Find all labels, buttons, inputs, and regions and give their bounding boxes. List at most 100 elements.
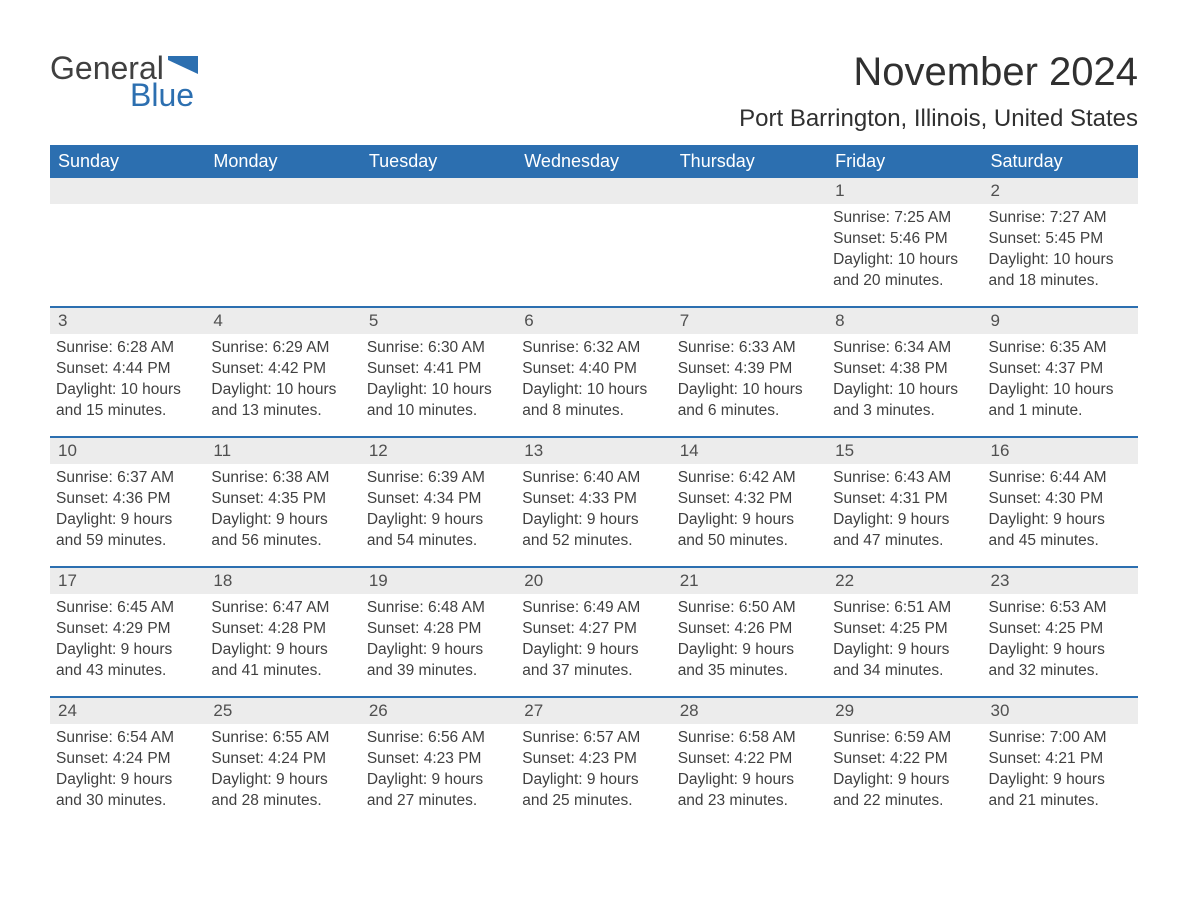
sunset-text: Sunset: 4:26 PM <box>678 619 821 640</box>
sunset-text: Sunset: 4:23 PM <box>522 749 665 770</box>
calendar-cell: 5 Sunrise: 6:30 AMSunset: 4:41 PMDaylight… <box>361 308 516 436</box>
day-header: Saturday <box>983 145 1138 178</box>
sunset-text: Sunset: 4:28 PM <box>211 619 354 640</box>
sunset-text: Sunset: 4:36 PM <box>56 489 199 510</box>
calendar-cell: 23Sunrise: 6:53 AMSunset: 4:25 PMDayligh… <box>983 568 1138 696</box>
calendar-cell-empty <box>672 178 827 306</box>
sunset-text: Sunset: 4:29 PM <box>56 619 199 640</box>
sunrise-text: Sunrise: 6:38 AM <box>211 468 354 489</box>
daylight-text: Daylight: 9 hours and 39 minutes. <box>367 640 510 682</box>
sunrise-text: Sunrise: 6:43 AM <box>833 468 976 489</box>
calendar-week: 24Sunrise: 6:54 AMSunset: 4:24 PMDayligh… <box>50 696 1138 826</box>
sunset-text: Sunset: 4:24 PM <box>211 749 354 770</box>
daylight-text: Daylight: 9 hours and 30 minutes. <box>56 770 199 812</box>
calendar: SundayMondayTuesdayWednesdayThursdayFrid… <box>50 145 1138 826</box>
calendar-cell-empty <box>50 178 205 306</box>
sunset-text: Sunset: 4:40 PM <box>522 359 665 380</box>
day-info: Sunrise: 6:39 AMSunset: 4:34 PMDaylight:… <box>367 468 510 552</box>
sunrise-text: Sunrise: 6:53 AM <box>989 598 1132 619</box>
calendar-cell: 3Sunrise: 6:28 AMSunset: 4:44 PMDaylight… <box>50 308 205 436</box>
sunrise-text: Sunrise: 6:56 AM <box>367 728 510 749</box>
day-number: 16 <box>983 438 1138 464</box>
sunset-text: Sunset: 4:25 PM <box>989 619 1132 640</box>
calendar-cell: 24 Sunrise: 6:54 AMSunset: 4:24 PMDayligh… <box>50 698 205 826</box>
calendar-cell: 14Sunrise: 6:42 AMSunset: 4:32 PMDayligh… <box>672 438 827 566</box>
sunset-text: Sunset: 4:22 PM <box>678 749 821 770</box>
calendar-cell: 9Sunrise: 6:35 AMSunset: 4:37 PMDaylight… <box>983 308 1138 436</box>
sunset-text: Sunset: 4:35 PM <box>211 489 354 510</box>
day-info: Sunrise: 6:32 AMSunset: 4:40 PMDaylight:… <box>522 338 665 422</box>
sunrise-text: Sunrise: 6:57 AM <box>522 728 665 749</box>
calendar-week: 3Sunrise: 6:28 AMSunset: 4:44 PMDaylight… <box>50 306 1138 436</box>
daylight-text: Daylight: 9 hours and 54 minutes. <box>367 510 510 552</box>
calendar-cell: 26Sunrise: 6:56 AMSunset: 4:23 PMDayligh… <box>361 698 516 826</box>
day-info: Sunrise: 7:00 AMSunset: 4:21 PMDaylight:… <box>989 728 1132 812</box>
day-number: 13 <box>516 438 671 464</box>
sunset-text: Sunset: 4:33 PM <box>522 489 665 510</box>
sunset-text: Sunset: 4:21 PM <box>989 749 1132 770</box>
day-number <box>516 178 671 204</box>
day-number: 28 <box>672 698 827 724</box>
day-number: 5 <box>361 308 516 334</box>
day-header: Wednesday <box>516 145 671 178</box>
calendar-cell: 2Sunrise: 7:27 AMSunset: 5:45 PMDaylight… <box>983 178 1138 306</box>
sunset-text: Sunset: 4:27 PM <box>522 619 665 640</box>
day-info: Sunrise: 6:45 AMSunset: 4:29 PMDaylight:… <box>56 598 199 682</box>
sunset-text: Sunset: 4:44 PM <box>56 359 199 380</box>
sunset-text: Sunset: 4:28 PM <box>367 619 510 640</box>
day-info: Sunrise: 6:48 AMSunset: 4:28 PMDaylight:… <box>367 598 510 682</box>
day-number: 12 <box>361 438 516 464</box>
sunset-text: Sunset: 5:46 PM <box>833 229 976 250</box>
day-number <box>361 178 516 204</box>
daylight-text: Daylight: 9 hours and 59 minutes. <box>56 510 199 552</box>
daylight-text: Daylight: 9 hours and 25 minutes. <box>522 770 665 812</box>
daylight-text: Daylight: 10 hours and 6 minutes. <box>678 380 821 422</box>
calendar-cell: 13Sunrise: 6:40 AMSunset: 4:33 PMDayligh… <box>516 438 671 566</box>
daylight-text: Daylight: 9 hours and 50 minutes. <box>678 510 821 552</box>
sunset-text: Sunset: 4:39 PM <box>678 359 821 380</box>
day-number: 8 <box>827 308 982 334</box>
sunrise-text: Sunrise: 6:37 AM <box>56 468 199 489</box>
day-number: 4 <box>205 308 360 334</box>
sunset-text: Sunset: 4:31 PM <box>833 489 976 510</box>
daylight-text: Daylight: 9 hours and 32 minutes. <box>989 640 1132 682</box>
sunset-text: Sunset: 4:24 PM <box>56 749 199 770</box>
sunrise-text: Sunrise: 6:44 AM <box>989 468 1132 489</box>
daylight-text: Daylight: 10 hours and 8 minutes. <box>522 380 665 422</box>
daylight-text: Daylight: 10 hours and 3 minutes. <box>833 380 976 422</box>
day-number: 1 <box>827 178 982 204</box>
day-info: Sunrise: 6:49 AMSunset: 4:27 PMDaylight:… <box>522 598 665 682</box>
daylight-text: Daylight: 9 hours and 27 minutes. <box>367 770 510 812</box>
sunrise-text: Sunrise: 6:45 AM <box>56 598 199 619</box>
sunrise-text: Sunrise: 6:58 AM <box>678 728 821 749</box>
day-number: 15 <box>827 438 982 464</box>
day-number <box>50 178 205 204</box>
day-header: Friday <box>827 145 982 178</box>
sunset-text: Sunset: 4:37 PM <box>989 359 1132 380</box>
day-info: Sunrise: 6:30 AMSunset: 4:41 PMDaylight:… <box>367 338 510 422</box>
day-number: 24 <box>50 698 205 724</box>
day-number: 19 <box>361 568 516 594</box>
sunrise-text: Sunrise: 6:54 AM <box>56 728 199 749</box>
daylight-text: Daylight: 10 hours and 13 minutes. <box>211 380 354 422</box>
day-info: Sunrise: 6:44 AMSunset: 4:30 PMDaylight:… <box>989 468 1132 552</box>
daylight-text: Daylight: 9 hours and 23 minutes. <box>678 770 821 812</box>
sunset-text: Sunset: 4:32 PM <box>678 489 821 510</box>
day-info: Sunrise: 6:58 AMSunset: 4:22 PMDaylight:… <box>678 728 821 812</box>
calendar-cell: 22Sunrise: 6:51 AMSunset: 4:25 PMDayligh… <box>827 568 982 696</box>
day-header-row: SundayMondayTuesdayWednesdayThursdayFrid… <box>50 145 1138 178</box>
day-number <box>205 178 360 204</box>
day-number: 25 <box>205 698 360 724</box>
day-info: Sunrise: 6:53 AMSunset: 4:25 PMDaylight:… <box>989 598 1132 682</box>
daylight-text: Daylight: 10 hours and 20 minutes. <box>833 250 976 292</box>
sunrise-text: Sunrise: 7:27 AM <box>989 208 1132 229</box>
calendar-cell: 21Sunrise: 6:50 AMSunset: 4:26 PMDayligh… <box>672 568 827 696</box>
daylight-text: Daylight: 9 hours and 34 minutes. <box>833 640 976 682</box>
day-info: Sunrise: 6:55 AMSunset: 4:24 PMDaylight:… <box>211 728 354 812</box>
sunset-text: Sunset: 5:45 PM <box>989 229 1132 250</box>
day-number: 6 <box>516 308 671 334</box>
day-number: 22 <box>827 568 982 594</box>
sunrise-text: Sunrise: 6:50 AM <box>678 598 821 619</box>
day-number: 7 <box>672 308 827 334</box>
page-header: General Blue November 2024 Port Barringt… <box>50 50 1138 133</box>
